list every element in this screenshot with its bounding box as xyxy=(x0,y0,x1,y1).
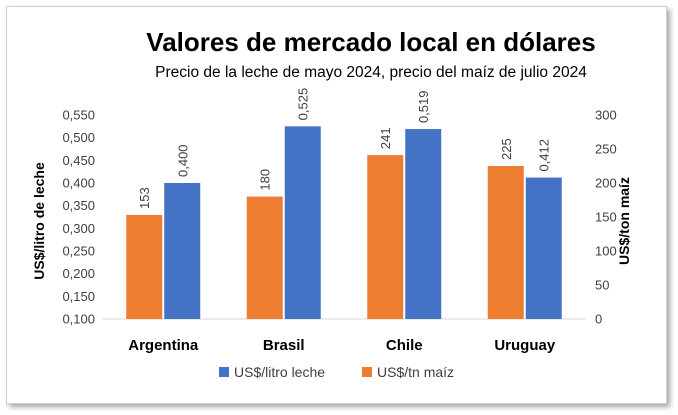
legend-label-maiz: US$/tn maíz xyxy=(377,364,454,380)
bar-maiz-brasil xyxy=(246,196,283,319)
left-tick-label: 0,200 xyxy=(62,266,95,281)
category-label: Brasil xyxy=(263,337,305,354)
chart-svg: Valores de mercado local en dólares Prec… xyxy=(31,27,632,380)
right-tick-label: 200 xyxy=(595,176,617,191)
left-tick-label: 0,250 xyxy=(62,244,95,259)
left-tick-label: 0,450 xyxy=(62,153,95,168)
legend-swatch-leche xyxy=(219,367,229,377)
bar-leche-brasil xyxy=(284,126,321,319)
right-tick-label: 250 xyxy=(595,142,617,157)
left-tick-label: 0,350 xyxy=(62,198,95,213)
legend-label-leche: US$/litro leche xyxy=(234,364,325,380)
bar-maiz-chile xyxy=(367,155,404,319)
data-label-leche: 0,519 xyxy=(416,91,431,124)
data-label-leche: 0,525 xyxy=(296,88,311,121)
chart-title: Valores de mercado local en dólares xyxy=(146,27,595,57)
data-label-maiz: 180 xyxy=(258,169,273,191)
plot-area: 0,100 0,150 0,200 0,250 0,300 0,350 0,400 0,450… xyxy=(62,88,616,354)
left-tick-label: 0,150 xyxy=(62,289,95,304)
data-label-leche: 0,412 xyxy=(537,139,552,172)
chart-frame: Valores de mercado local en dólares Prec… xyxy=(6,6,667,404)
right-tick-label: 150 xyxy=(595,210,617,225)
bar-leche-argentina xyxy=(164,183,201,319)
legend-swatch-maiz xyxy=(362,367,372,377)
data-label-maiz: 225 xyxy=(499,138,514,160)
right-tick-label: 50 xyxy=(595,278,609,293)
data-label-maiz: 241 xyxy=(378,127,393,149)
legend: US$/litro leche US$/tn maíz xyxy=(219,364,454,380)
bar-leche-chile xyxy=(405,129,442,319)
category-label: Chile xyxy=(386,337,423,354)
right-tick-label: 100 xyxy=(595,244,617,259)
data-label-maiz: 153 xyxy=(137,187,152,209)
left-tick-label: 0,300 xyxy=(62,221,95,236)
right-tick-label: 0 xyxy=(595,312,602,327)
category-label: Argentina xyxy=(128,337,199,354)
left-tick-label: 0,100 xyxy=(62,312,95,327)
right-tick-label: 300 xyxy=(595,108,617,123)
bar-leche-uruguay xyxy=(525,177,562,319)
left-tick-label: 0,550 xyxy=(62,108,95,123)
bar-maiz-argentina xyxy=(126,214,163,319)
data-label-leche: 0,400 xyxy=(175,144,190,177)
left-tick-label: 0,400 xyxy=(62,176,95,191)
chart-subtitle: Precio de la leche de mayo 2024, precio … xyxy=(155,64,587,81)
right-axis-title: US$/ton maíz xyxy=(616,177,632,265)
bar-maiz-uruguay xyxy=(487,166,524,319)
left-tick-label: 0,500 xyxy=(62,130,95,145)
category-label: Uruguay xyxy=(494,337,556,354)
left-axis-title: US$/litro de leche xyxy=(31,162,47,280)
